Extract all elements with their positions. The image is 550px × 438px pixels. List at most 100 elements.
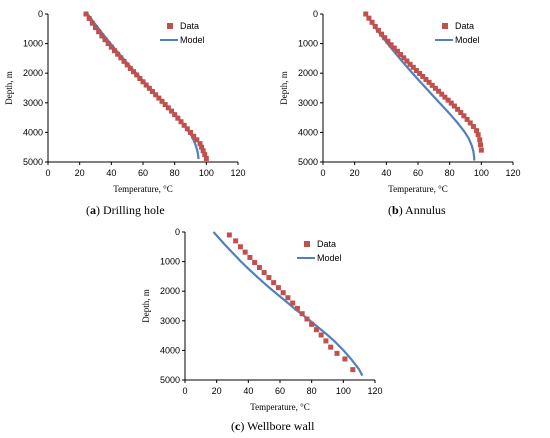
x-tick-label: 40 — [243, 386, 253, 396]
data-point — [143, 82, 149, 88]
x-tick-label: 60 — [275, 386, 285, 396]
data-point — [153, 92, 159, 98]
x-tick-label: 100 — [199, 168, 214, 178]
data-point — [323, 338, 329, 344]
data-point — [172, 112, 178, 118]
chart-panel-b: 0 1000 2000 3000 4000 5000 0 20 40 60 80 100 120 Temp… — [275, 0, 550, 200]
data-point — [118, 55, 124, 61]
data-point — [420, 73, 426, 79]
data-point — [191, 133, 197, 139]
legend-data-label: Data — [317, 239, 336, 249]
data-point — [150, 89, 155, 95]
chart-panel-c: 0 1000 2000 3000 4000 5000 0 20 40 60 80 100 120 Temp… — [137, 218, 412, 418]
model-series-line — [212, 231, 364, 377]
y-tick-label: 0 — [38, 9, 43, 19]
x-tick-label: 20 — [350, 168, 360, 178]
data-point — [318, 332, 324, 338]
data-point — [237, 244, 243, 250]
data-point — [448, 100, 454, 106]
y-tick-label: 5000 — [160, 375, 180, 385]
data-point — [304, 316, 310, 322]
x-tick-label: 0 — [182, 386, 187, 396]
data-point — [464, 116, 470, 122]
data-point — [285, 295, 291, 301]
data-point — [89, 20, 95, 26]
x-tick-label: 0 — [320, 168, 325, 178]
data-point — [477, 137, 483, 143]
data-point — [102, 37, 108, 43]
x-tick-label: 20 — [212, 386, 222, 396]
data-point — [385, 38, 391, 44]
caption-c: (c) Wellbore wall — [231, 419, 315, 433]
y-tick-label: 3000 — [160, 316, 180, 326]
data-point — [169, 108, 174, 114]
data-point — [445, 97, 451, 103]
data-point — [478, 147, 484, 153]
x-tick-label: 80 — [170, 168, 180, 178]
data-point — [140, 79, 146, 85]
data-point — [328, 344, 334, 350]
data-point — [134, 72, 140, 78]
data-point — [407, 61, 413, 67]
data-point — [115, 51, 121, 57]
data-point — [233, 238, 239, 244]
data-point — [404, 58, 410, 64]
data-point — [350, 367, 356, 373]
data-point — [426, 79, 432, 85]
x-axis-title: Temperature, °C — [113, 184, 172, 194]
data-point — [366, 15, 372, 21]
data-point — [256, 265, 262, 271]
y-tick-label: 2000 — [298, 68, 318, 78]
y-tick-label: 0 — [175, 227, 180, 237]
legend-data-marker — [167, 23, 173, 29]
y-tick-label: 4000 — [160, 345, 180, 355]
y-axis-title: Depth, m — [4, 71, 14, 105]
data-point — [197, 141, 203, 147]
x-axis-title: Temperature, °C — [250, 402, 309, 412]
data-point — [252, 259, 258, 265]
data-point — [247, 254, 253, 260]
data-point — [478, 142, 484, 148]
data-point — [290, 300, 296, 306]
data-point — [124, 62, 130, 68]
data-point — [156, 95, 162, 101]
caption-a: (a) Drilling hole — [86, 203, 165, 217]
y-tick-label: 3000 — [23, 98, 43, 108]
y-axis-title: Depth, m — [279, 71, 289, 105]
legend-data-label: Data — [455, 21, 474, 31]
data-point — [299, 311, 305, 317]
data-point — [401, 55, 407, 61]
data-point — [137, 76, 143, 82]
data-point — [200, 148, 206, 154]
y-tick-label: 1000 — [298, 39, 318, 49]
data-point — [181, 122, 187, 128]
y-tick-label: 3000 — [298, 98, 318, 108]
data-point — [458, 110, 464, 116]
data-point — [86, 15, 92, 21]
data-point — [388, 42, 394, 48]
data-point — [162, 102, 168, 108]
data-point — [280, 290, 286, 296]
x-tick-label: 100 — [474, 168, 489, 178]
data-point — [423, 76, 429, 82]
legend-model-label: Model — [180, 35, 205, 45]
data-point — [159, 98, 165, 104]
x-tick-label: 80 — [307, 386, 317, 396]
x-axis-title: Temperature, °C — [388, 184, 447, 194]
data-point — [131, 69, 136, 75]
data-point — [178, 119, 184, 125]
data-point — [375, 27, 381, 33]
data-point — [242, 249, 248, 255]
data-point — [184, 126, 190, 132]
x-tick-label: 80 — [445, 168, 455, 178]
data-point — [188, 129, 193, 135]
caption-b: (b) Annulus — [388, 203, 446, 217]
legend-model-label: Model — [317, 253, 342, 263]
x-tick-label: 60 — [138, 168, 148, 178]
y-tick-label: 4000 — [23, 127, 43, 137]
data-point — [226, 232, 232, 238]
data-point — [417, 70, 423, 76]
chart-panel-a: 0 1000 2000 3000 4000 5000 0 20 40 60 80 100 120 Temp… — [0, 0, 275, 200]
